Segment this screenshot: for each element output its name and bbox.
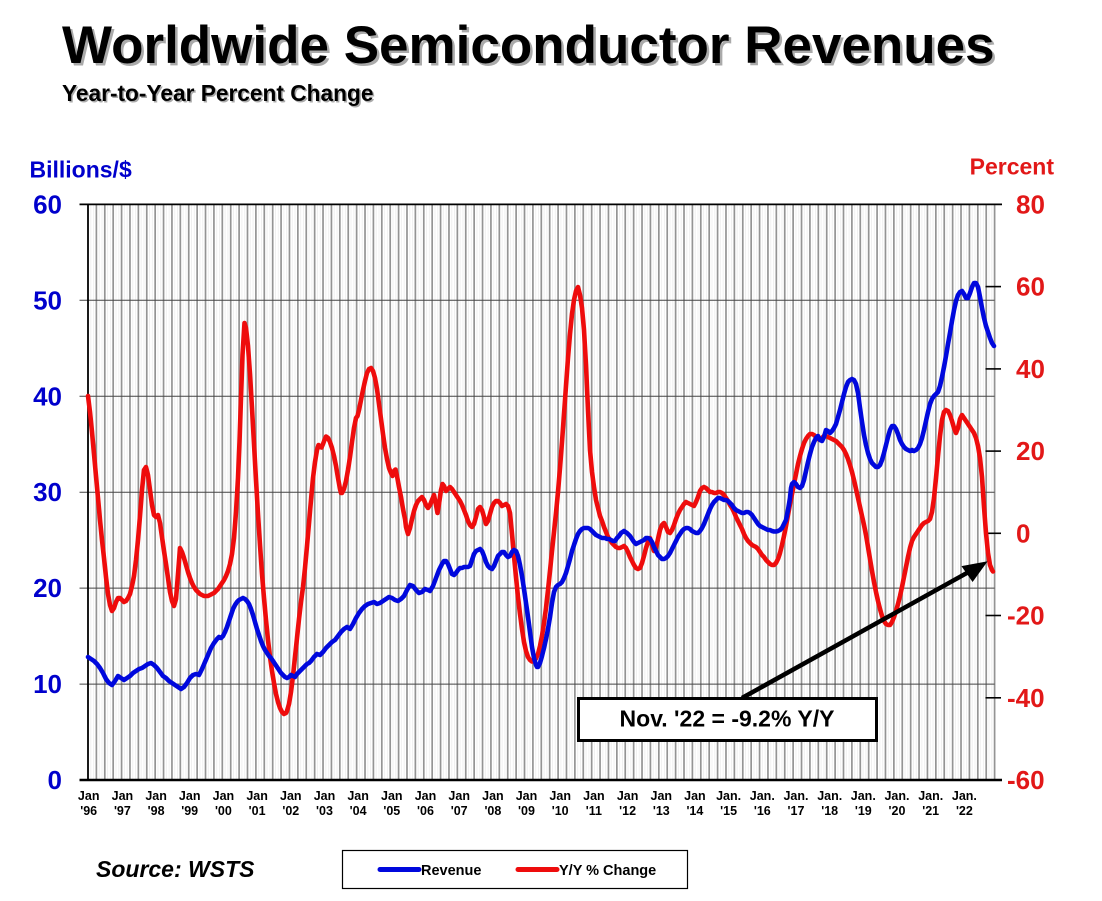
svg-text:'02: '02 (282, 804, 299, 818)
svg-text:Jan: Jan (78, 789, 100, 803)
svg-text:'06: '06 (417, 804, 434, 818)
svg-text:Jan: Jan (246, 789, 268, 803)
svg-text:'00: '00 (215, 804, 232, 818)
svg-text:'20: '20 (889, 804, 906, 818)
svg-text:Jan.: Jan. (952, 789, 977, 803)
svg-text:'11: '11 (586, 804, 602, 818)
svg-text:30: 30 (33, 477, 62, 507)
svg-text:'22: '22 (956, 804, 973, 818)
svg-text:60: 60 (33, 189, 62, 219)
svg-text:'09: '09 (518, 804, 535, 818)
svg-text:Jan: Jan (314, 789, 336, 803)
svg-text:Jan: Jan (347, 789, 369, 803)
svg-text:Jan.: Jan. (750, 789, 775, 803)
svg-text:'18: '18 (821, 804, 838, 818)
svg-text:20: 20 (1016, 436, 1045, 466)
svg-text:Billions/$: Billions/$ (30, 157, 132, 183)
svg-text:10: 10 (33, 669, 62, 699)
svg-text:'05: '05 (383, 804, 400, 818)
svg-text:Source: WSTS: Source: WSTS (96, 856, 255, 882)
svg-text:Jan: Jan (145, 789, 167, 803)
svg-text:'03: '03 (316, 804, 333, 818)
svg-text:Jan: Jan (415, 789, 437, 803)
svg-text:Jan.: Jan. (884, 789, 909, 803)
svg-text:'97: '97 (114, 804, 131, 818)
svg-text:-60: -60 (1007, 765, 1045, 795)
svg-text:Year-to-Year Percent Change: Year-to-Year Percent Change (64, 82, 375, 108)
svg-text:'21: '21 (922, 804, 939, 818)
svg-text:'08: '08 (484, 804, 501, 818)
svg-text:Jan: Jan (516, 789, 538, 803)
svg-text:Jan: Jan (448, 789, 470, 803)
svg-text:0: 0 (1016, 518, 1030, 548)
svg-text:Jan.: Jan. (918, 789, 943, 803)
svg-text:'10: '10 (552, 804, 569, 818)
svg-text:Nov. '22 = -9.2% Y/Y: Nov. '22 = -9.2% Y/Y (620, 706, 835, 732)
svg-text:-40: -40 (1007, 683, 1045, 713)
svg-text:80: 80 (1016, 189, 1045, 219)
svg-text:Percent: Percent (970, 154, 1055, 180)
svg-text:-20: -20 (1007, 601, 1045, 631)
svg-text:Y/Y % Change: Y/Y % Change (559, 863, 656, 879)
svg-text:Revenue: Revenue (421, 863, 481, 879)
svg-text:'99: '99 (181, 804, 198, 818)
svg-text:Jan: Jan (112, 789, 134, 803)
svg-text:'13: '13 (653, 804, 670, 818)
svg-text:'07: '07 (451, 804, 468, 818)
svg-text:Jan.: Jan. (716, 789, 741, 803)
svg-text:Jan: Jan (482, 789, 504, 803)
svg-text:Jan: Jan (549, 789, 571, 803)
svg-text:'12: '12 (619, 804, 636, 818)
svg-text:Jan.: Jan. (851, 789, 876, 803)
svg-text:Year-to-Year Percent Change: Year-to-Year Percent Change (62, 80, 373, 106)
svg-text:Jan: Jan (583, 789, 605, 803)
svg-text:60: 60 (1016, 272, 1045, 302)
svg-text:'96: '96 (80, 804, 97, 818)
svg-text:Jan: Jan (179, 789, 201, 803)
svg-text:'17: '17 (788, 804, 805, 818)
svg-text:Jan: Jan (651, 789, 673, 803)
svg-text:'98: '98 (148, 804, 165, 818)
svg-text:Jan: Jan (381, 789, 403, 803)
svg-text:Worldwide Semiconductor Revenu: Worldwide Semiconductor Revenues (62, 16, 995, 75)
svg-text:'15: '15 (720, 804, 737, 818)
svg-text:Jan.: Jan. (783, 789, 808, 803)
svg-text:40: 40 (33, 381, 62, 411)
svg-text:Jan: Jan (617, 789, 639, 803)
svg-text:Jan.: Jan. (817, 789, 842, 803)
svg-text:0: 0 (48, 765, 62, 795)
svg-text:Worldwide Semiconductor Revenu: Worldwide Semiconductor Revenues (65, 19, 998, 78)
svg-text:40: 40 (1016, 354, 1045, 384)
svg-text:Jan: Jan (213, 789, 235, 803)
svg-text:20: 20 (33, 573, 62, 603)
svg-text:'01: '01 (249, 804, 266, 818)
svg-text:Jan: Jan (684, 789, 706, 803)
svg-text:'04: '04 (350, 804, 367, 818)
svg-text:50: 50 (33, 285, 62, 315)
svg-text:'16: '16 (754, 804, 771, 818)
svg-text:Jan: Jan (280, 789, 302, 803)
svg-text:'14: '14 (686, 804, 703, 818)
svg-text:'19: '19 (855, 804, 872, 818)
